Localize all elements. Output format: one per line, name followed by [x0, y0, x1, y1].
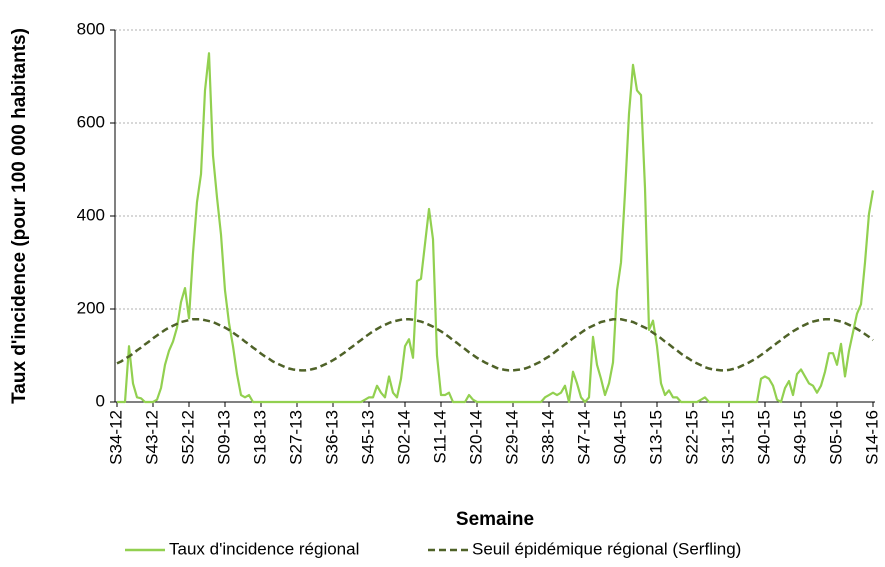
- x-tick-label: S36-13: [322, 410, 341, 465]
- x-tick-label: S27-13: [286, 410, 305, 465]
- x-axis-title: Semaine: [456, 509, 534, 530]
- x-tick-label: S43-12: [142, 410, 161, 465]
- x-tick-label: S31-15: [718, 410, 737, 465]
- legend-label: Seuil épidémique régional (Serfling): [472, 539, 741, 558]
- x-tick-label: S05-16: [826, 410, 845, 465]
- x-tick-label: S34-12: [106, 410, 125, 465]
- x-tick-label: S49-15: [790, 410, 809, 465]
- series-line: [117, 52, 875, 404]
- y-axis-title: Taux d'incidence (pour 100 000 habitants…: [9, 28, 30, 404]
- x-tick-label: S09-13: [214, 410, 233, 465]
- y-tick-label: 400: [77, 205, 105, 224]
- x-tick-label: S11-14: [430, 410, 449, 464]
- x-tick-label: S52-12: [178, 410, 197, 465]
- x-tick-label: S18-13: [250, 410, 269, 465]
- x-tick-label: S02-14: [394, 410, 413, 465]
- y-tick-label: 0: [96, 391, 105, 410]
- series-line: [116, 317, 874, 372]
- x-tick-label: S14-16: [862, 410, 881, 465]
- y-tick-label: 200: [77, 298, 105, 317]
- x-tick-label: S45-13: [358, 410, 377, 465]
- legend-label: Taux d'incidence régional: [169, 539, 359, 558]
- x-tick-label: S38-14: [538, 410, 557, 465]
- x-tick-label: S22-15: [682, 410, 701, 465]
- x-tick-label: S40-15: [754, 410, 773, 465]
- y-tick-label: 800: [77, 19, 105, 38]
- x-tick-label: S29-14: [502, 410, 521, 465]
- x-tick-label: S20-14: [466, 410, 485, 465]
- x-tick-label: S04-15: [610, 410, 629, 465]
- y-tick-label: 600: [77, 112, 105, 131]
- x-tick-label: S13-15: [646, 410, 665, 465]
- x-tick-label: S47-14: [574, 410, 593, 465]
